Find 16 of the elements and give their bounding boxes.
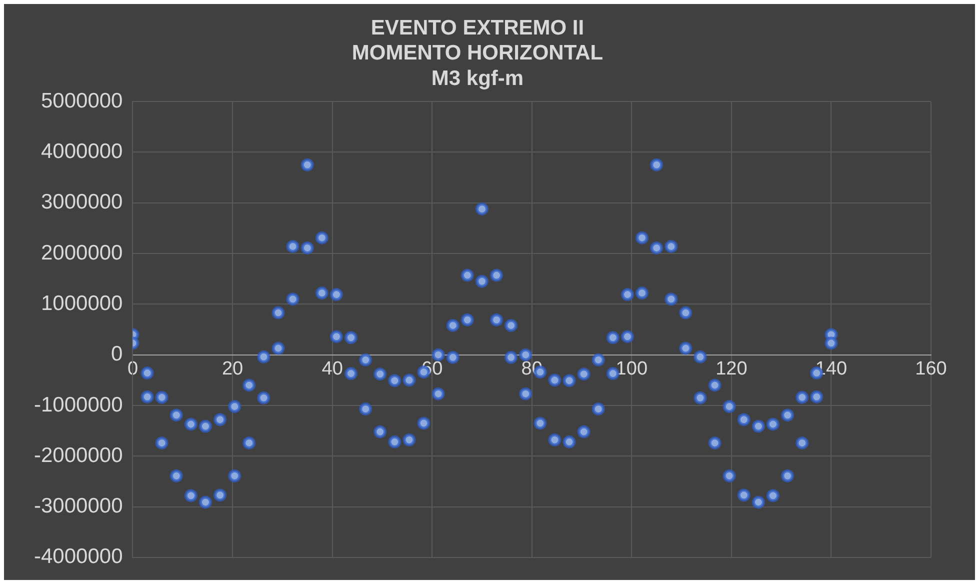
- x-tick-label: 120: [716, 358, 748, 380]
- y-tick-label: 1000000: [40, 292, 123, 315]
- x-tick-label: 0: [127, 358, 138, 380]
- y-tick-label: 5000000: [40, 89, 123, 112]
- x-tick-label: 40: [322, 358, 343, 380]
- x-tick-label: 100: [616, 358, 648, 380]
- y-tick-label: 2000000: [40, 241, 123, 264]
- x-tick-label: 160: [915, 358, 947, 380]
- y-tick-label: -2000000: [34, 444, 123, 467]
- y-tick-label: -1000000: [34, 393, 123, 416]
- y-tick-label: -4000000: [34, 545, 123, 568]
- y-tick-label: 3000000: [40, 190, 123, 214]
- chart-title: EVENTO EXTREMO II MOMENTO HORIZONTAL M3 kgf-m: [352, 16, 604, 90]
- y-tick-label: 4000000: [40, 140, 123, 164]
- x-tick-label: 20: [222, 358, 244, 380]
- y-tick-label: -3000000: [34, 494, 123, 518]
